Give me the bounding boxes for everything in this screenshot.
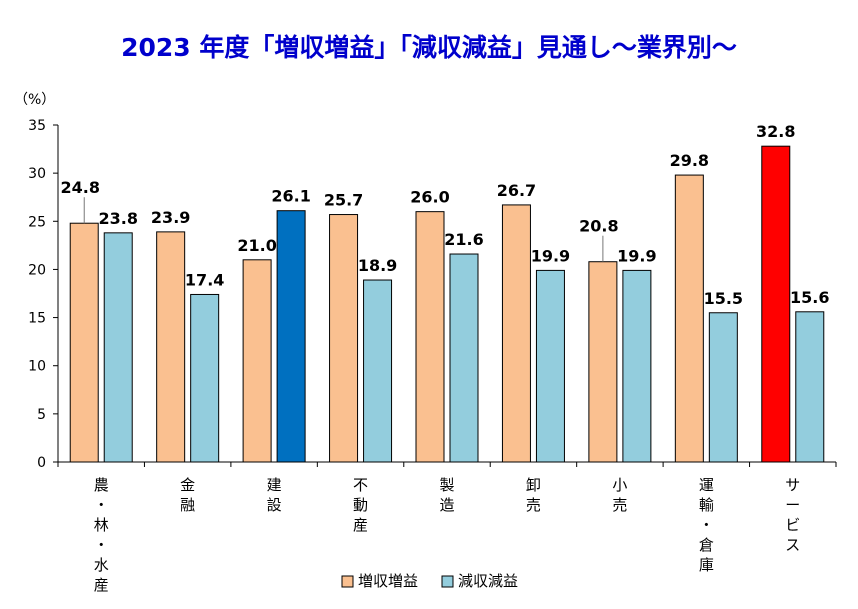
bars <box>69 145 825 463</box>
category-label: 建設 <box>267 476 282 514</box>
data-label: 26.0 <box>410 188 449 207</box>
data-label: 20.8 <box>579 217 618 236</box>
category-labels: 農・林・水産 金融 建設 不動産 製造 卸売 小売 運輸・倉庫 サービス <box>94 476 801 594</box>
category-label: 卸売 <box>526 476 541 514</box>
leader-lines <box>83 197 604 262</box>
bar-increase-6 <box>588 261 618 463</box>
data-label: 19.9 <box>617 246 656 265</box>
legend: 増収増益 減収減益 <box>341 572 518 590</box>
category-label: 不動産 <box>353 476 368 534</box>
category-label: 小売 <box>612 476 627 514</box>
bar-increase-7 <box>674 174 704 463</box>
y-axis-unit-label: （%） <box>14 92 55 108</box>
data-label: 15.6 <box>790 288 829 307</box>
bar-increase-8 <box>761 145 791 463</box>
category-label: 製造 <box>439 476 454 514</box>
legend-label-1: 減収減益 <box>458 572 518 590</box>
data-label: 29.8 <box>670 151 709 170</box>
bar-decrease-1 <box>190 293 220 463</box>
data-label: 23.8 <box>98 209 137 228</box>
y-tick-label: 25 <box>28 214 46 230</box>
data-label: 21.0 <box>237 236 276 255</box>
bar-increase-3 <box>329 214 359 463</box>
y-tick-label: 0 <box>37 455 46 471</box>
bar-increase-0 <box>69 222 99 463</box>
data-label: 17.4 <box>185 270 224 289</box>
category-label: 金融 <box>180 476 195 514</box>
y-tick-label: 15 <box>28 311 46 327</box>
bar-decrease-4 <box>449 253 479 463</box>
legend-label-0: 増収増益 <box>358 572 418 590</box>
bar-decrease-7 <box>708 312 738 463</box>
bar-increase-1 <box>156 231 186 463</box>
data-label: 32.8 <box>756 122 795 141</box>
y-tick-label: 35 <box>28 118 46 134</box>
data-label: 26.1 <box>271 187 310 206</box>
bar-decrease-6 <box>622 269 652 463</box>
data-labels: 24.8 23.8 23.9 17.4 21.0 26.1 25.7 18.9 26.0 21.6… <box>60 122 829 308</box>
bar-decrease-2 <box>276 210 306 463</box>
y-tick-label: 30 <box>28 166 46 182</box>
data-label: 18.9 <box>358 256 397 275</box>
bar-increase-4 <box>415 211 445 463</box>
bar-increase-2 <box>242 259 272 463</box>
chart-title: 2023 年度「増収増益」「減収減益」見通し～業界別～ <box>121 33 737 62</box>
bar-decrease-5 <box>535 269 565 463</box>
x-axis <box>57 461 837 467</box>
data-label: 24.8 <box>60 178 99 197</box>
y-tick-label: 10 <box>28 359 46 375</box>
y-tick-label: 5 <box>37 407 46 423</box>
data-label: 23.9 <box>151 208 190 227</box>
legend-swatch-0 <box>341 575 354 588</box>
data-label: 26.7 <box>497 181 536 200</box>
category-label: 運輸・倉庫 <box>699 476 714 574</box>
category-label: サービス <box>785 476 800 554</box>
bar-decrease-3 <box>363 279 393 463</box>
data-label: 19.9 <box>531 246 570 265</box>
y-axis: 0 5 10 15 20 25 30 35 <box>28 118 59 471</box>
y-tick-label: 20 <box>28 262 46 278</box>
data-label: 25.7 <box>324 191 363 210</box>
data-label: 15.5 <box>704 289 743 308</box>
bar-decrease-0 <box>103 232 133 463</box>
bar-decrease-8 <box>795 311 825 463</box>
category-label: 農・林・水産 <box>94 476 109 594</box>
legend-swatch-1 <box>441 575 454 588</box>
bar-increase-5 <box>501 204 531 463</box>
data-label: 21.6 <box>444 230 483 249</box>
